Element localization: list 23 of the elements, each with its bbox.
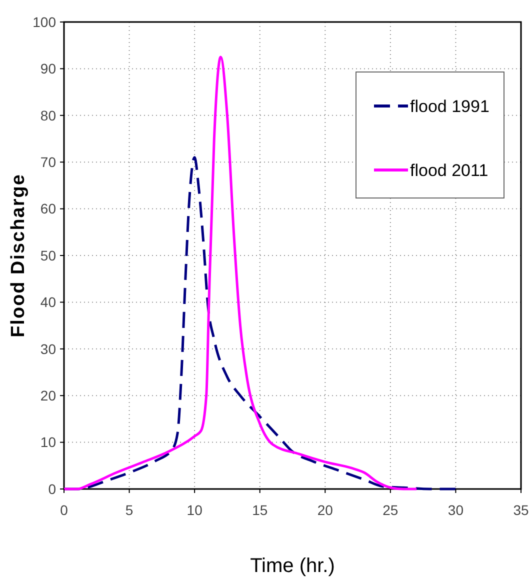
x-tick-label: 0 [60, 502, 68, 518]
y-tick-label: 90 [40, 60, 56, 77]
y-tick-label: 70 [40, 154, 56, 170]
y-tick-label: 0 [48, 480, 56, 497]
x-tick-label: 15 [252, 502, 268, 518]
x-tick-label: 5 [125, 502, 134, 518]
y-tick-label: 20 [40, 388, 56, 404]
x-axis-title: Time (hr.) [250, 555, 335, 577]
y-tick-label: 100 [32, 14, 56, 30]
y-axis-title: Flood Discharge [8, 174, 29, 338]
y-tick-label: 30 [40, 340, 56, 357]
x-tick-label: 25 [382, 502, 398, 518]
x-tick-label: 20 [317, 502, 334, 518]
y-tick-label: 60 [40, 200, 56, 217]
legend-label: flood 2011 [410, 160, 488, 180]
legend-label: flood 1991 [410, 96, 490, 116]
x-tick-label: 30 [448, 502, 464, 518]
x-tick-label: 10 [186, 502, 203, 518]
y-tick-label: 10 [40, 434, 56, 450]
y-tick-label: 40 [40, 294, 56, 310]
y-tick-label: 50 [40, 247, 56, 264]
x-tick-label: 35 [513, 502, 529, 518]
y-tick-label: 80 [40, 107, 56, 124]
